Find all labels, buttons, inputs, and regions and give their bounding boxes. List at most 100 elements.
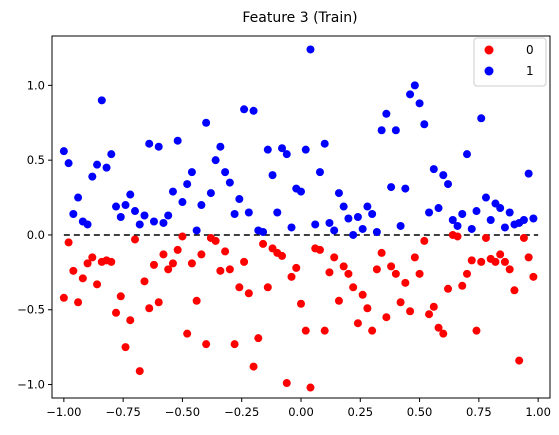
point-class-0: [344, 269, 353, 278]
point-class-0: [496, 250, 505, 259]
point-class-0: [149, 260, 158, 269]
point-class-1: [121, 201, 130, 210]
point-class-0: [135, 367, 144, 376]
point-class-1: [287, 223, 296, 232]
point-class-0: [363, 304, 372, 313]
point-class-0: [78, 274, 87, 283]
point-class-1: [444, 180, 453, 189]
point-class-0: [126, 316, 135, 325]
point-class-0: [107, 257, 116, 266]
point-class-1: [529, 214, 538, 223]
point-class-1: [425, 208, 434, 217]
point-class-1: [112, 202, 121, 211]
point-class-0: [529, 272, 538, 281]
point-class-1: [168, 187, 177, 196]
point-class-1: [183, 180, 192, 189]
point-class-0: [453, 232, 462, 241]
point-class-0: [197, 250, 206, 259]
point-class-1: [159, 218, 168, 227]
point-class-0: [121, 343, 130, 352]
point-class-1: [83, 220, 92, 229]
point-class-0: [467, 256, 476, 265]
point-class-0: [382, 313, 391, 322]
point-class-0: [211, 236, 220, 245]
point-class-0: [88, 253, 97, 262]
y-tick-label: 0.5: [27, 153, 45, 167]
point-class-0: [140, 277, 149, 286]
point-class-1: [401, 184, 410, 193]
point-class-1: [472, 207, 481, 216]
point-class-1: [263, 145, 272, 154]
point-class-1: [211, 156, 220, 165]
point-class-1: [244, 208, 253, 217]
point-class-0: [387, 262, 396, 271]
point-class-0: [249, 362, 258, 371]
point-class-0: [74, 298, 83, 307]
point-class-0: [202, 340, 211, 349]
x-tick-label: −1.00: [46, 405, 81, 419]
point-class-1: [230, 210, 239, 219]
point-class-0: [481, 233, 490, 242]
point-class-1: [334, 189, 343, 198]
point-class-0: [254, 334, 263, 343]
point-class-1: [126, 190, 135, 199]
point-class-1: [249, 106, 258, 115]
point-class-0: [425, 310, 434, 319]
point-class-1: [187, 168, 196, 177]
x-tick-label: −0.50: [165, 405, 200, 419]
point-class-0: [131, 235, 139, 244]
point-class-1: [197, 201, 206, 210]
point-class-0: [159, 250, 168, 259]
y-tick-label: −1.0: [17, 378, 45, 392]
point-class-0: [429, 302, 438, 311]
point-class-1: [481, 193, 490, 202]
point-class-0: [325, 268, 334, 277]
legend-items: 01: [484, 43, 534, 78]
point-class-1: [372, 227, 381, 236]
y-tick-label: 1.0: [27, 78, 45, 92]
x-tick-label: 0.00: [288, 405, 314, 419]
point-class-0: [292, 263, 301, 272]
point-class-0: [282, 379, 291, 388]
point-class-1: [154, 142, 163, 151]
point-class-0: [59, 293, 68, 302]
legend-label-0: 0: [526, 43, 534, 57]
point-class-0: [116, 292, 125, 301]
point-class-1: [206, 189, 215, 198]
point-class-0: [472, 326, 481, 335]
legend-marker-0: [484, 45, 494, 55]
data-points: [59, 45, 538, 392]
point-class-0: [278, 251, 287, 260]
point-class-0: [225, 265, 234, 274]
point-class-0: [524, 253, 533, 262]
point-class-0: [510, 286, 519, 295]
point-class-1: [306, 45, 315, 54]
point-class-0: [401, 278, 410, 287]
point-class-0: [458, 281, 467, 290]
point-class-1: [59, 147, 68, 156]
point-class-0: [69, 266, 78, 275]
point-class-1: [377, 126, 386, 135]
y-tick-label: −0.5: [17, 303, 45, 317]
point-class-0: [477, 257, 486, 266]
legend-marker-1: [484, 66, 494, 76]
point-class-0: [230, 340, 239, 349]
point-class-1: [178, 198, 187, 207]
point-class-1: [202, 118, 211, 127]
point-class-1: [301, 145, 310, 154]
point-class-0: [320, 326, 329, 335]
point-class-1: [149, 217, 158, 226]
point-class-0: [244, 289, 253, 298]
point-class-1: [102, 163, 111, 172]
point-class-0: [164, 265, 173, 274]
point-class-0: [112, 308, 121, 317]
point-class-1: [477, 114, 486, 123]
point-class-1: [496, 204, 505, 213]
point-class-0: [93, 280, 102, 289]
point-class-0: [259, 239, 268, 248]
point-class-1: [519, 215, 528, 224]
point-class-1: [434, 204, 443, 213]
point-class-1: [391, 126, 400, 135]
point-class-0: [178, 232, 187, 241]
point-class-1: [88, 172, 97, 181]
